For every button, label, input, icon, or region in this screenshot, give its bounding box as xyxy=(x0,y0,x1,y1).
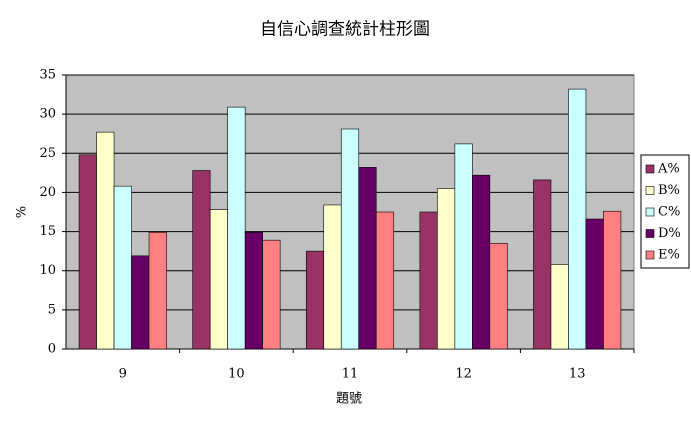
x-tick-label: 9 xyxy=(119,367,127,382)
legend-swatch xyxy=(645,164,655,174)
y-tick-label: 15 xyxy=(39,224,56,239)
bar xyxy=(472,174,491,350)
bar xyxy=(419,211,438,350)
bar xyxy=(489,243,508,350)
bar xyxy=(113,185,132,350)
bar xyxy=(340,128,360,350)
x-axis-label: 題號 xyxy=(336,392,362,407)
y-tick-label: 35 xyxy=(39,68,56,83)
bar xyxy=(454,143,473,350)
legend-swatch xyxy=(645,186,655,195)
bar xyxy=(262,239,281,350)
legend-label: A% xyxy=(657,162,680,177)
bar xyxy=(78,154,97,350)
bar xyxy=(131,255,150,350)
y-tick-label: 30 xyxy=(39,107,56,122)
legend-swatch xyxy=(645,250,655,260)
bar xyxy=(585,218,604,350)
legend-swatch xyxy=(645,229,655,238)
bar xyxy=(533,179,552,350)
bar xyxy=(148,232,167,350)
bar xyxy=(96,131,115,350)
bar xyxy=(227,106,246,350)
chart-title: 自信心調查統計柱形圖 xyxy=(260,20,430,40)
y-tick-label: 25 xyxy=(39,146,56,161)
bar xyxy=(603,210,622,350)
y-tick-label: 20 xyxy=(39,185,56,200)
y-tick-label: 0 xyxy=(48,342,56,357)
bar xyxy=(358,167,377,350)
legend-label: E% xyxy=(658,248,680,263)
x-tick-label: 12 xyxy=(455,367,472,382)
y-tick-label: 10 xyxy=(39,263,56,278)
y-axis-label: % xyxy=(15,206,30,218)
bar xyxy=(244,232,263,350)
legend-label: C% xyxy=(658,205,680,220)
x-tick-label: 13 xyxy=(569,367,586,382)
bar xyxy=(550,264,569,350)
bar xyxy=(323,204,342,350)
legend-label: D% xyxy=(658,226,681,241)
bar xyxy=(305,250,325,350)
x-tick-label: 11 xyxy=(342,367,359,382)
y-tick-label: 5 xyxy=(48,302,56,317)
bar xyxy=(209,209,228,350)
x-tick-label: 10 xyxy=(228,367,245,382)
bar xyxy=(375,211,395,350)
bar xyxy=(568,88,587,350)
bar xyxy=(192,170,211,350)
bar xyxy=(437,188,456,350)
legend-label: B% xyxy=(658,183,680,198)
legend-swatch xyxy=(645,207,655,217)
